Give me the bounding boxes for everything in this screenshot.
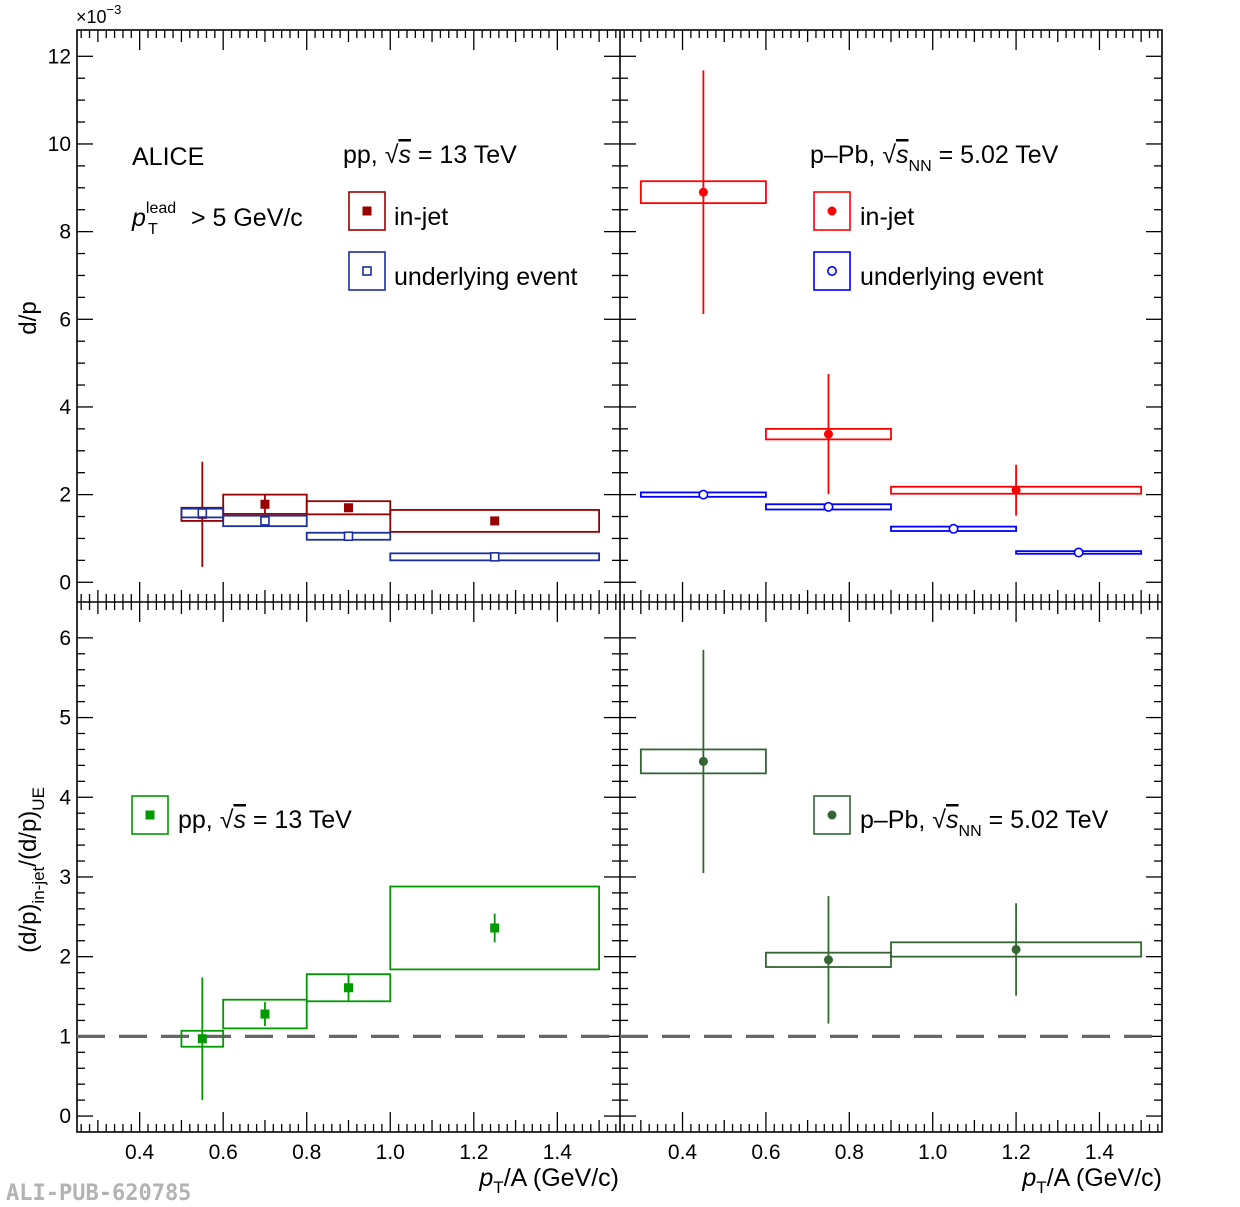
data-point-pp-sqrt-s-tev bbox=[197, 1034, 207, 1044]
legend-ppb-ratio-marker bbox=[813, 795, 851, 835]
legend-pp-injet-marker bbox=[348, 191, 386, 231]
ppb-system-label: p–Pb, √sNN = 5.02 TeV bbox=[810, 141, 1059, 175]
x-tick-label: 0.4 bbox=[668, 1141, 698, 1164]
legend-ppb-ue-label: underlying event bbox=[860, 263, 1044, 291]
y-tick-label: 2 bbox=[59, 946, 71, 969]
x-tick-label: 1.0 bbox=[918, 1141, 947, 1164]
x-tick-label: 0.4 bbox=[125, 1141, 155, 1164]
legend-box bbox=[131, 795, 169, 835]
legend-box bbox=[348, 191, 386, 231]
pp-system-label: pp, √s = 13 TeV bbox=[343, 141, 517, 169]
y-tick-label: 5 bbox=[59, 707, 71, 730]
x-axis-label-left: pT/A (GeV/c) bbox=[478, 1164, 619, 1197]
y-tick-label: 12 bbox=[48, 45, 71, 68]
legend-marker bbox=[362, 206, 372, 216]
sys-box-in-jet bbox=[389, 509, 601, 533]
y-tick-label: 1 bbox=[59, 1025, 71, 1048]
data-point-in-jet bbox=[260, 499, 270, 509]
x-tick-label: 0.6 bbox=[751, 1141, 780, 1164]
sys-box-in-jet bbox=[305, 500, 392, 516]
data-point-underlying-event bbox=[698, 489, 709, 500]
data-point-p-pb-sqrt-snn-tev bbox=[1011, 944, 1021, 954]
legend-ppb-ratio-label: p–Pb, √sNN = 5.02 TeV bbox=[860, 806, 1109, 840]
x-axis-label-right: pT/A (GeV/c) bbox=[1021, 1164, 1162, 1197]
legend-box bbox=[348, 251, 386, 291]
x-tick-label: 1.0 bbox=[376, 1141, 405, 1164]
data-point-pp-sqrt-s-tev bbox=[344, 983, 353, 993]
alice-label: ALICE bbox=[132, 143, 204, 171]
sys-box-underlying-event bbox=[222, 514, 308, 528]
data-point-in-jet bbox=[344, 503, 353, 513]
x-tick-label: 0.8 bbox=[835, 1141, 864, 1164]
legend-marker bbox=[362, 266, 372, 276]
y-tick-label: 4 bbox=[59, 396, 71, 419]
data-point-underlying-event bbox=[489, 552, 500, 562]
data-point-p-pb-sqrt-snn-tev bbox=[698, 756, 708, 766]
legend-box bbox=[813, 191, 851, 231]
data-point-pp-sqrt-s-tev bbox=[490, 923, 500, 933]
legend-pp-injet-label: in-jet bbox=[394, 203, 448, 231]
x-tick-label: 0.8 bbox=[292, 1141, 321, 1164]
y-tick-label: 8 bbox=[59, 221, 71, 244]
y-tick-label: 3 bbox=[59, 866, 71, 889]
data-point-underlying-event bbox=[823, 501, 834, 512]
x-tick-label: 0.6 bbox=[209, 1141, 238, 1164]
y-tick-label: 0 bbox=[59, 571, 71, 594]
publication-id: ALI-PUB-620785 bbox=[6, 1181, 191, 1206]
y-tick-label: 10 bbox=[48, 133, 71, 156]
y-tick-label: 2 bbox=[59, 484, 71, 507]
y-tick-label: 6 bbox=[59, 627, 71, 650]
legend-marker bbox=[145, 810, 155, 820]
data-point-underlying-event bbox=[343, 531, 354, 542]
legend-pp-ue-marker bbox=[348, 251, 386, 291]
data-point-pp-sqrt-s-tev bbox=[260, 1009, 270, 1019]
data-point-underlying-event bbox=[197, 508, 208, 518]
data-point-in-jet bbox=[490, 516, 500, 526]
data-point-underlying-event bbox=[948, 523, 959, 534]
y-exponent: ×10−3 bbox=[76, 2, 121, 27]
pt-lead-cut-label: plead T > 5 GeV/c bbox=[131, 200, 303, 238]
data-point-in-jet bbox=[823, 429, 833, 439]
legend-marker bbox=[827, 206, 837, 216]
legend-pp-ratio-marker bbox=[131, 795, 169, 835]
data-point-underlying-event bbox=[1073, 547, 1084, 558]
sys-box-pp-sqrt-s-tev bbox=[389, 885, 601, 971]
bottom-y-axis-label: (d/p)in-jet/(d/p)UE bbox=[15, 787, 48, 953]
legend-ppb-injet-label: in-jet bbox=[860, 203, 914, 231]
x-tick-label: 1.4 bbox=[543, 1141, 573, 1164]
legend-pp-ue-label: underlying event bbox=[394, 263, 578, 291]
sys-box-pp-sqrt-s-tev bbox=[222, 998, 308, 1030]
x-tick-label: 1.4 bbox=[1085, 1141, 1115, 1164]
y-tick-label: 4 bbox=[59, 786, 71, 809]
y-tick-label: 0 bbox=[59, 1105, 71, 1128]
legend-pp-ratio-label: pp, √s = 13 TeV bbox=[178, 806, 352, 834]
x-tick-label: 1.2 bbox=[459, 1141, 488, 1164]
x-tick-label: 1.2 bbox=[1001, 1141, 1030, 1164]
legend-ppb-ue-marker bbox=[813, 251, 851, 291]
legend-marker bbox=[826, 265, 837, 276]
legend-ppb-injet-marker bbox=[813, 191, 851, 231]
top-y-axis-label: d/p bbox=[15, 301, 42, 334]
data-point-p-pb-sqrt-snn-tev bbox=[823, 955, 833, 965]
legend-box bbox=[813, 795, 851, 835]
legend-box bbox=[813, 251, 851, 291]
data-point-underlying-event bbox=[260, 516, 270, 526]
data-point-in-jet bbox=[1011, 485, 1021, 495]
data-point-in-jet bbox=[698, 187, 708, 197]
legend-marker bbox=[827, 810, 837, 820]
y-tick-label: 6 bbox=[59, 308, 71, 331]
